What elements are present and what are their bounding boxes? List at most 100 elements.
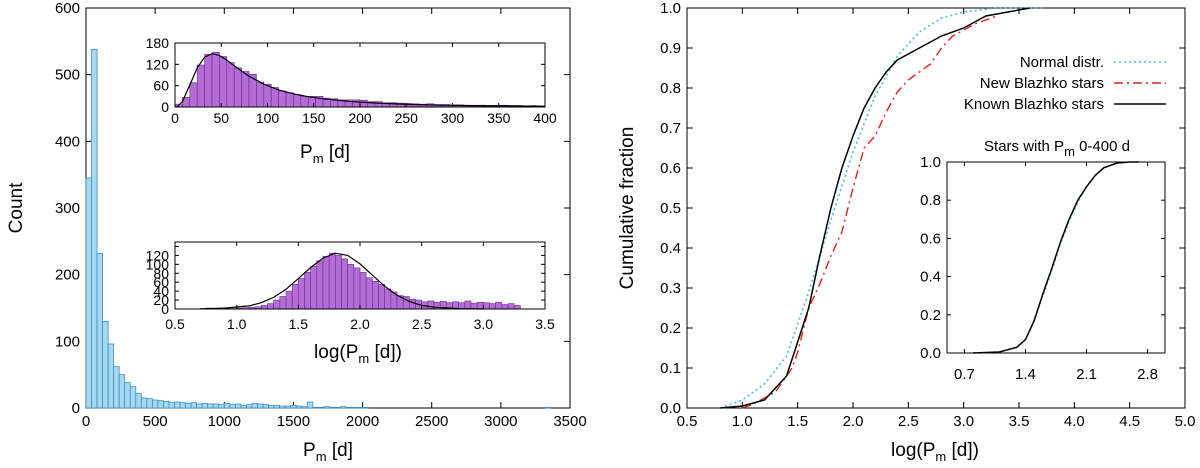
cumulative-y-tick-label: 1.0	[660, 0, 681, 17]
inset-log-bar	[372, 281, 379, 310]
inset-log-bar	[316, 260, 324, 310]
cumulative-line-normal-distr-	[719, 7, 1042, 409]
main-histogram-bar	[146, 398, 153, 409]
main-histogram-bar	[251, 402, 258, 409]
inset-log-bar	[341, 258, 348, 310]
inset-linear-bar	[300, 96, 309, 108]
inset-log-y-tick-label: 80	[153, 265, 169, 281]
main-histogram-bar	[218, 404, 225, 409]
main-histogram-bar	[107, 343, 115, 409]
inset-log-bar	[427, 300, 435, 310]
inset-linear-x-tick-label: 400	[533, 110, 557, 126]
main-x-tick-label: 3500	[553, 413, 586, 430]
inset-log-bar	[347, 264, 355, 310]
inset-log-bar	[464, 300, 472, 310]
main-histogram-bar	[129, 386, 137, 409]
inset-linear-bar	[233, 67, 242, 108]
inset-log-bar	[409, 298, 416, 310]
cumulative-chart: 0.5 1.0 1.5 2.0 2.5 3.0 3.5 4.0 4.5 5.00.00.10.20…	[617, 0, 1195, 464]
cumulative-y-tick-label: 0.6	[660, 160, 681, 177]
inset-log-bar	[322, 255, 330, 310]
cumulative-x-axis-label: log(Pm [d])	[891, 440, 979, 464]
cumulative-y-tick-label: 0.8	[660, 80, 681, 97]
main-histogram-bar	[284, 405, 292, 409]
main-histogram-bar	[323, 406, 330, 409]
inset-linear-x-tick-label: 150	[302, 110, 326, 126]
main-histogram-bar	[257, 403, 264, 409]
main-histogram-bar	[229, 404, 236, 409]
main-histogram-bar	[157, 400, 164, 409]
inset-linear-bar	[352, 99, 361, 108]
inset-log-bar	[261, 305, 268, 310]
inset-log-bar	[298, 278, 305, 310]
cumulative-x-tick-label: 3.5	[1009, 413, 1030, 430]
inset-log-bar	[359, 272, 367, 310]
main-histogram-bar	[351, 406, 358, 409]
main-x-tick-label: 2500	[415, 413, 448, 430]
cumulative-inset-x-tick-label: 2.1	[1076, 366, 1097, 383]
inset-linear-x-tick-label: 200	[348, 110, 372, 126]
main-histogram-bar	[268, 404, 275, 409]
main-histogram-bar	[96, 252, 103, 409]
cumulative-y-axis-label: Cumulative fraction	[617, 127, 638, 290]
main-histogram-bar	[140, 397, 148, 409]
main-histogram-bar	[279, 405, 286, 409]
inset-log-x-tick-label: 1.0	[227, 316, 247, 332]
cumulative-x-tick-label: 0.5	[677, 413, 698, 430]
cumulative-inset-y-tick-label: 0.0	[920, 345, 941, 362]
inset-log-bar	[353, 267, 361, 310]
inset-log-bar	[365, 277, 373, 310]
main-histogram-bar	[91, 48, 98, 409]
main-histogram-bar	[306, 401, 314, 409]
main-histogram-bar	[179, 402, 186, 409]
main-histogram-bar	[174, 401, 181, 409]
main-y-tick-label: 400	[55, 133, 80, 150]
main-histogram-bar	[102, 320, 109, 409]
inset-linear-bar	[189, 82, 198, 108]
inset-linear-bar	[241, 71, 250, 108]
cumulative-inset-y-tick-label: 1.0	[920, 154, 941, 171]
cumulative-x-tick-label: 3.0	[953, 413, 974, 430]
main-histogram-bar	[207, 403, 214, 409]
legend-label: Normal distr.	[1020, 54, 1104, 71]
inset-linear-y-tick-label: 60	[153, 78, 169, 94]
main-y-tick-label: 500	[55, 67, 80, 84]
inset-linear-bar	[278, 90, 287, 108]
cumulative-y-tick-label: 0.1	[660, 360, 681, 377]
cumulative-inset-title: Stars with Pm 0-400 d	[984, 138, 1130, 159]
inset-log-x-tick-label: 3.5	[535, 316, 555, 332]
inset-linear-bar	[256, 81, 265, 108]
main-histogram-bar	[190, 402, 198, 409]
main-histogram-bar	[544, 406, 552, 409]
cumulative-y-tick-label: 0.0	[660, 400, 681, 417]
legend-label: Known Blazhko stars	[964, 96, 1104, 113]
inset-log-bar	[285, 290, 293, 310]
inset-log-bar	[267, 303, 274, 310]
inset-linear-x-axis-label-main: P	[300, 142, 313, 163]
inset-linear-x-axis-label-sub: m	[313, 151, 324, 166]
cumulative-x-axis-label-sub: m	[935, 449, 946, 464]
inset-log-bar	[507, 303, 515, 310]
main-x-axis-label-main: P	[303, 440, 316, 461]
main-x-tick-label: 0	[82, 413, 90, 430]
inset-linear-x-tick-label: 50	[213, 110, 229, 126]
main-histogram-bar	[223, 402, 231, 409]
main-histogram-bar	[334, 406, 341, 409]
cumulative-x-tick-label: 1.5	[787, 413, 808, 430]
cumulative-y-tick-label: 0.5	[660, 200, 681, 217]
cumulative-y-tick-label: 0.9	[660, 40, 681, 57]
inset-log-bar	[304, 272, 311, 310]
cumulative-y-tick-label: 0.3	[660, 280, 681, 297]
cumulative-x-tick-label: 2.0	[843, 413, 864, 430]
main-histogram-bar	[240, 404, 247, 409]
main-histogram-bar	[295, 405, 303, 409]
main-x-tick-label: 2000	[346, 413, 379, 430]
main-histogram-bar	[340, 406, 347, 409]
main-histogram-bar	[246, 404, 253, 409]
cumulative-inset-y-tick-label: 0.4	[920, 269, 941, 286]
main-x-tick-label: 500	[143, 413, 168, 430]
inset-log-x-axis-label-rest: [d])	[369, 342, 402, 363]
inset-log-y-tick-label: 40	[153, 283, 169, 299]
inset-linear-x-tick-label: 350	[487, 110, 511, 126]
